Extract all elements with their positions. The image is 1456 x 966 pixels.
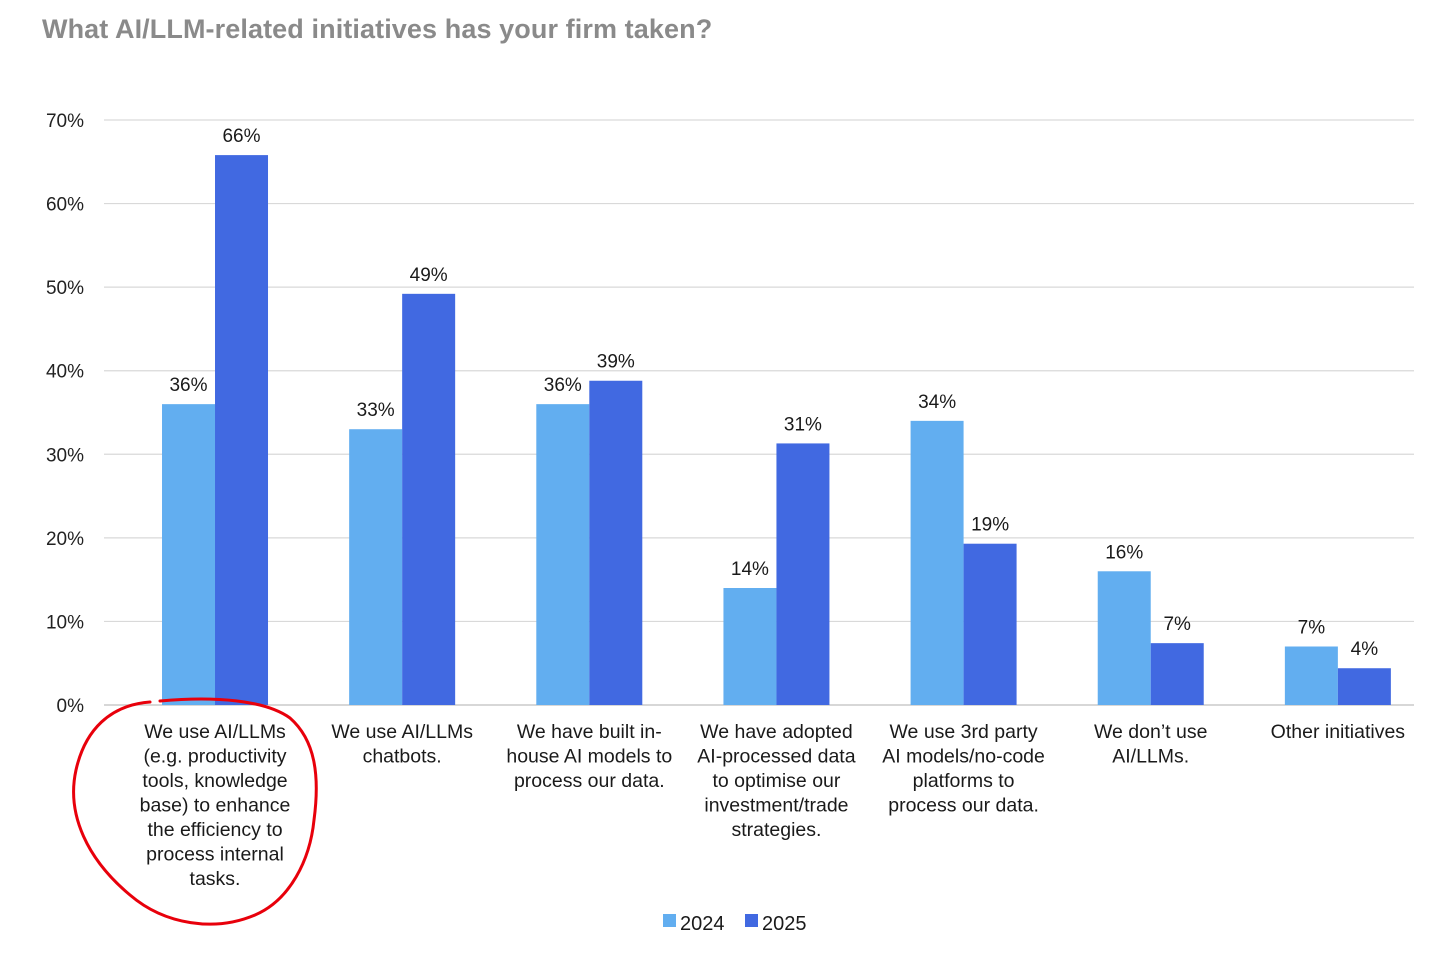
bar-2024-4 [723, 588, 777, 705]
category-label-1: We use AI/LLMs (e.g. productivity tools, k… [140, 721, 291, 890]
category-label-line: Other initiatives [1271, 721, 1406, 743]
bar-2024-2 [349, 429, 403, 705]
category-label-line: We use AI/LLMs [331, 721, 473, 743]
category-label-2: We use AI/LLMs chatbots. [331, 721, 473, 768]
category-label-line: strategies. [731, 819, 821, 841]
category-label-7: Other initiatives [1271, 721, 1406, 743]
category-label-6: We don’t use AI/LLMs. [1094, 721, 1207, 768]
category-label-line: AI-processed data [697, 746, 855, 768]
category-label-line: AI models/no-code [882, 746, 1045, 768]
bar-2025-2 [402, 293, 456, 705]
legend-swatch-2025 [745, 914, 758, 927]
chart-title: What AI/LLM-related initiatives has your… [42, 14, 713, 44]
legend-label-2025: 2025 [762, 913, 807, 935]
data-label-2024-1: 36% [169, 375, 207, 396]
category-label-line: process our data. [514, 770, 665, 792]
data-label-2025-7: 4% [1351, 639, 1379, 660]
data-label-2025-5: 19% [971, 515, 1009, 536]
category-label-line: platforms to [913, 770, 1015, 792]
data-label-2025-4: 31% [784, 414, 822, 435]
category-label-line: tasks. [190, 868, 241, 890]
data-label-2024-7: 7% [1298, 618, 1326, 639]
bar-2024-3 [536, 404, 590, 705]
category-label-line: We use AI/LLMs [144, 721, 286, 743]
legend: 2024 2025 [663, 913, 807, 935]
red-circle-annotation [72, 697, 318, 926]
bar-2025-4 [776, 443, 830, 705]
y-tick-label: 40% [46, 362, 84, 383]
bar-2024-7 [1284, 646, 1338, 705]
y-tick-label: 30% [46, 445, 84, 466]
bar-2025-3 [589, 380, 643, 705]
data-label-2024-5: 34% [918, 392, 956, 413]
category-label-line: process our data. [888, 795, 1039, 817]
bars [162, 155, 1391, 706]
bar-2024-6 [1097, 571, 1151, 705]
y-tick-label: 10% [46, 612, 84, 633]
x-axis-categories: We use AI/LLMs (e.g. productivity tools, k… [140, 721, 1406, 890]
data-label-2024-3: 36% [544, 375, 582, 396]
y-axis: 0% 10% 20% 30% 40% 50% 60% 70% [46, 111, 84, 717]
data-label-2025-3: 39% [597, 352, 635, 373]
category-label-4: We have adopted AI-processed data to optim… [697, 721, 855, 841]
category-label-line: investment/trade [704, 795, 848, 817]
y-tick-label: 0% [57, 696, 85, 717]
legend-label-2024: 2024 [680, 913, 725, 935]
data-label-2025-1: 66% [222, 126, 260, 147]
category-label-line: (e.g. productivity [143, 746, 286, 768]
data-label-2024-2: 33% [357, 400, 395, 421]
y-tick-label: 60% [46, 195, 84, 216]
bar-2024-5 [910, 420, 964, 705]
category-label-line: the efficiency to [147, 819, 282, 841]
category-label-line: We don’t use [1094, 721, 1207, 743]
bar-2024-1 [162, 404, 216, 705]
bar-2025-6 [1150, 643, 1204, 705]
data-label-2024-4: 14% [731, 559, 769, 580]
data-labels: 36% 66% 33% 49% 36% 39% 14% 31% 34% 19% 16% 7% 7% 4% [169, 126, 1378, 660]
category-label-line: We use 3rd party [890, 721, 1038, 743]
category-label-line: AI/LLMs. [1112, 746, 1189, 768]
bar-2025-1 [215, 155, 269, 706]
category-label-line: We have built in- [517, 721, 662, 743]
category-label-line: house AI models to [506, 746, 672, 768]
legend-swatch-2024 [663, 914, 676, 927]
data-label-2024-6: 16% [1105, 542, 1143, 563]
y-tick-label: 70% [46, 111, 84, 132]
bar-2025-5 [963, 543, 1017, 705]
category-label-line: chatbots. [363, 746, 442, 768]
data-label-2025-2: 49% [410, 265, 448, 286]
y-tick-label: 20% [46, 529, 84, 550]
y-tick-label: 50% [46, 278, 84, 299]
category-label-line: process internal [146, 844, 284, 866]
category-label-line: We have adopted [700, 721, 853, 743]
category-label-3: We have built in-house AI models to proce… [506, 721, 672, 792]
category-label-line: to optimise our [712, 770, 840, 792]
category-label-5: We use 3rd party AI models/no-code platfor… [882, 721, 1045, 817]
bar-2025-7 [1337, 668, 1391, 705]
data-label-2025-6: 7% [1163, 614, 1191, 635]
category-label-line: tools, knowledge [142, 770, 287, 792]
category-label-line: base) to enhance [140, 795, 291, 817]
